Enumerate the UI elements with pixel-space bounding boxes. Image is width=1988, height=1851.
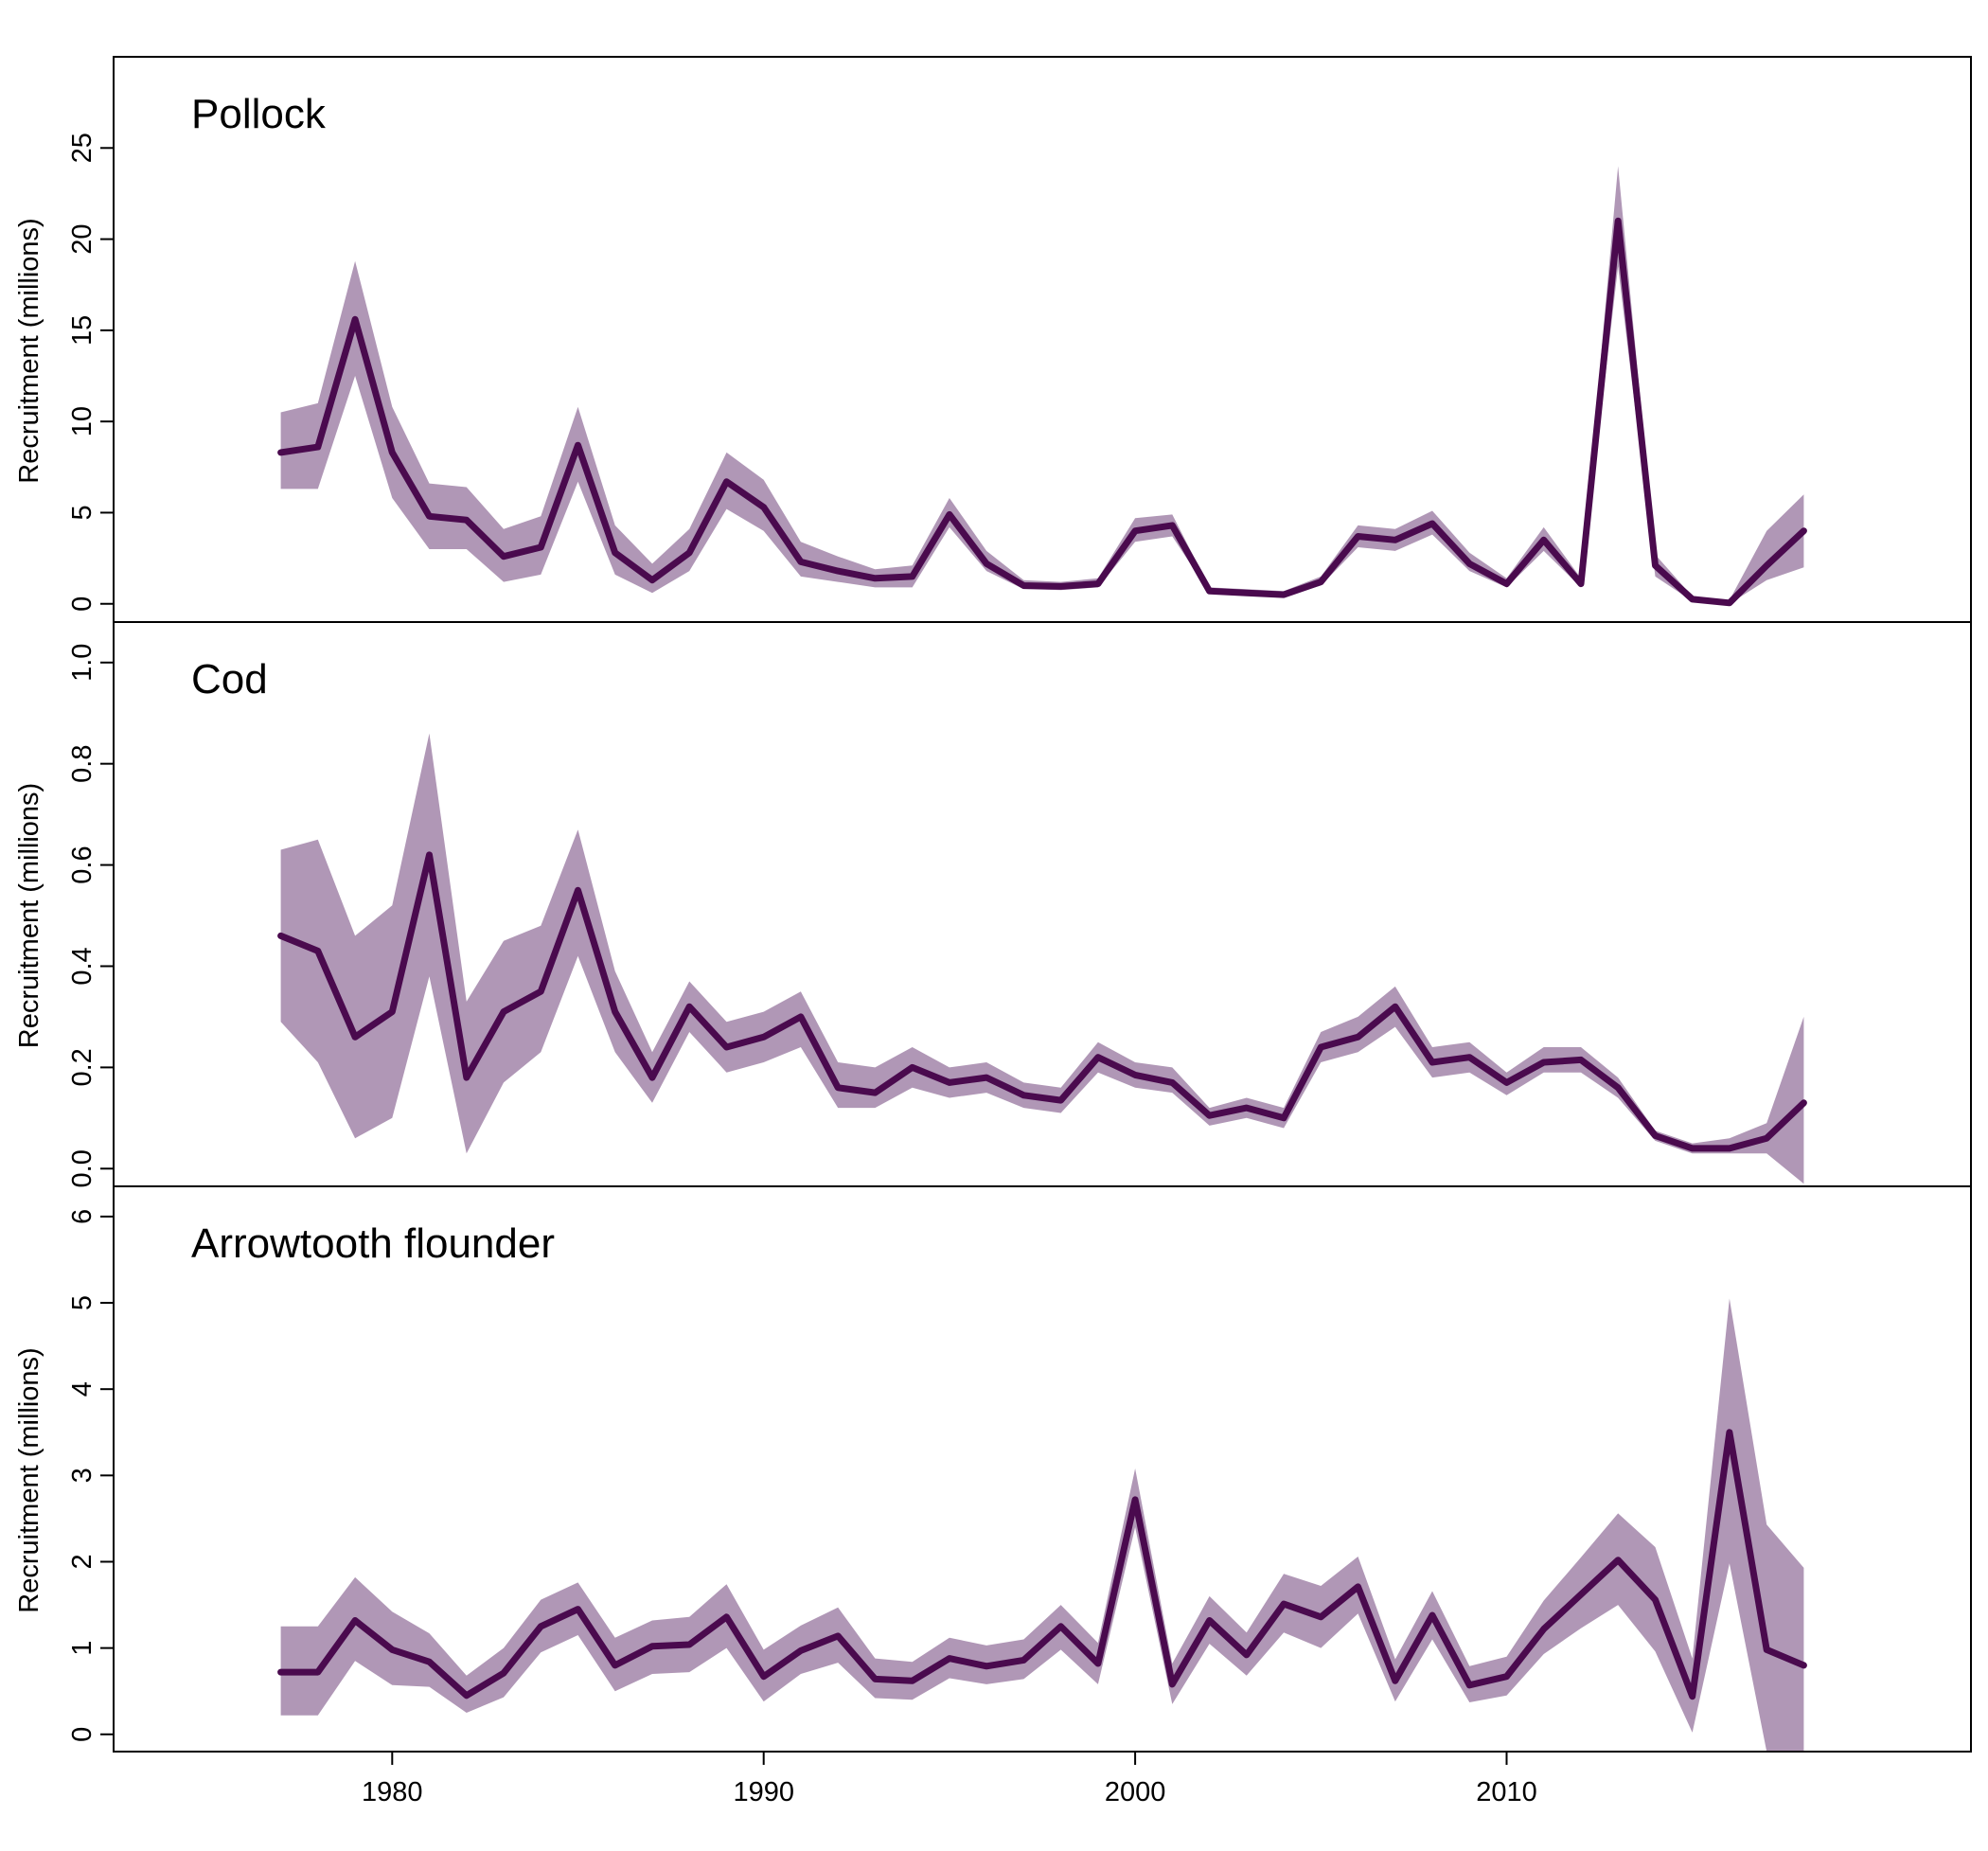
y-tick-label-0-4: 20 (67, 223, 98, 254)
y-tick-label-2-4: 4 (67, 1381, 98, 1397)
y-tick-label-1-1: 0.2 (67, 1048, 98, 1086)
panel-title-1: Cod (191, 656, 268, 703)
series-line-1 (277, 851, 1807, 1152)
y-tick-label-0-2: 10 (67, 406, 98, 436)
series-line-0 (277, 217, 1807, 607)
y-tick-label-1-4: 0.8 (67, 745, 98, 783)
x-tick-label-3: 2010 (1476, 1777, 1537, 1807)
y-tick-label-0-5: 25 (67, 133, 98, 163)
y-tick-label-0-3: 15 (67, 315, 98, 346)
y-tick-label-0-0: 0 (67, 596, 98, 612)
panel-0: 0 5 10 15 20 25 Recruitment (millions) Pollock (14, 56, 1972, 623)
y-tick-label-1-3: 0.6 (67, 845, 98, 883)
y-tick-label-2-1: 1 (67, 1641, 98, 1656)
y-tick-label-1-0: 0.0 (67, 1149, 98, 1187)
x-tick-label-2: 2000 (1105, 1777, 1166, 1807)
y-tick-label-1-5: 1.0 (67, 644, 98, 682)
y-tick-label-2-2: 2 (67, 1554, 98, 1569)
panel-frame-0 (113, 56, 1972, 623)
y-tick-label-2-5: 5 (67, 1295, 98, 1310)
x-tick-label-0: 1980 (362, 1777, 423, 1807)
y-tick-label-2-3: 3 (67, 1468, 98, 1483)
y-axis-label-1: Recruitment (millions) (14, 783, 44, 1048)
confidence-band-2 (280, 1298, 1804, 1752)
confidence-band-0 (280, 166, 1804, 604)
series-line-2 (277, 1429, 1807, 1700)
panel-1: 0.0 0.2 0.4 0.6 0.8 1.0 Recruitment (millions)… (14, 621, 1972, 1187)
y-axis-label-2: Recruitment (millions) (14, 1347, 44, 1612)
panel-title-0: Pollock (191, 91, 327, 137)
y-axis-label-0: Recruitment (millions) (14, 218, 44, 483)
panel-2: 0 1 2 3 4 5 6 Recruitment (millions) Arrowtooth … (14, 1185, 1972, 1753)
y-tick-label-2-0: 0 (67, 1727, 98, 1742)
y-tick-label-1-2: 0.4 (67, 947, 98, 985)
panel-title-2: Arrowtooth flounder (191, 1220, 555, 1267)
x-axis: 1980 1990 2000 2010 (362, 1751, 1537, 1807)
y-tick-label-2-6: 6 (67, 1209, 98, 1224)
x-tick-label-1: 1990 (733, 1777, 794, 1807)
y-tick-label-0-1: 5 (67, 505, 98, 520)
confidence-band-1 (280, 733, 1804, 1184)
